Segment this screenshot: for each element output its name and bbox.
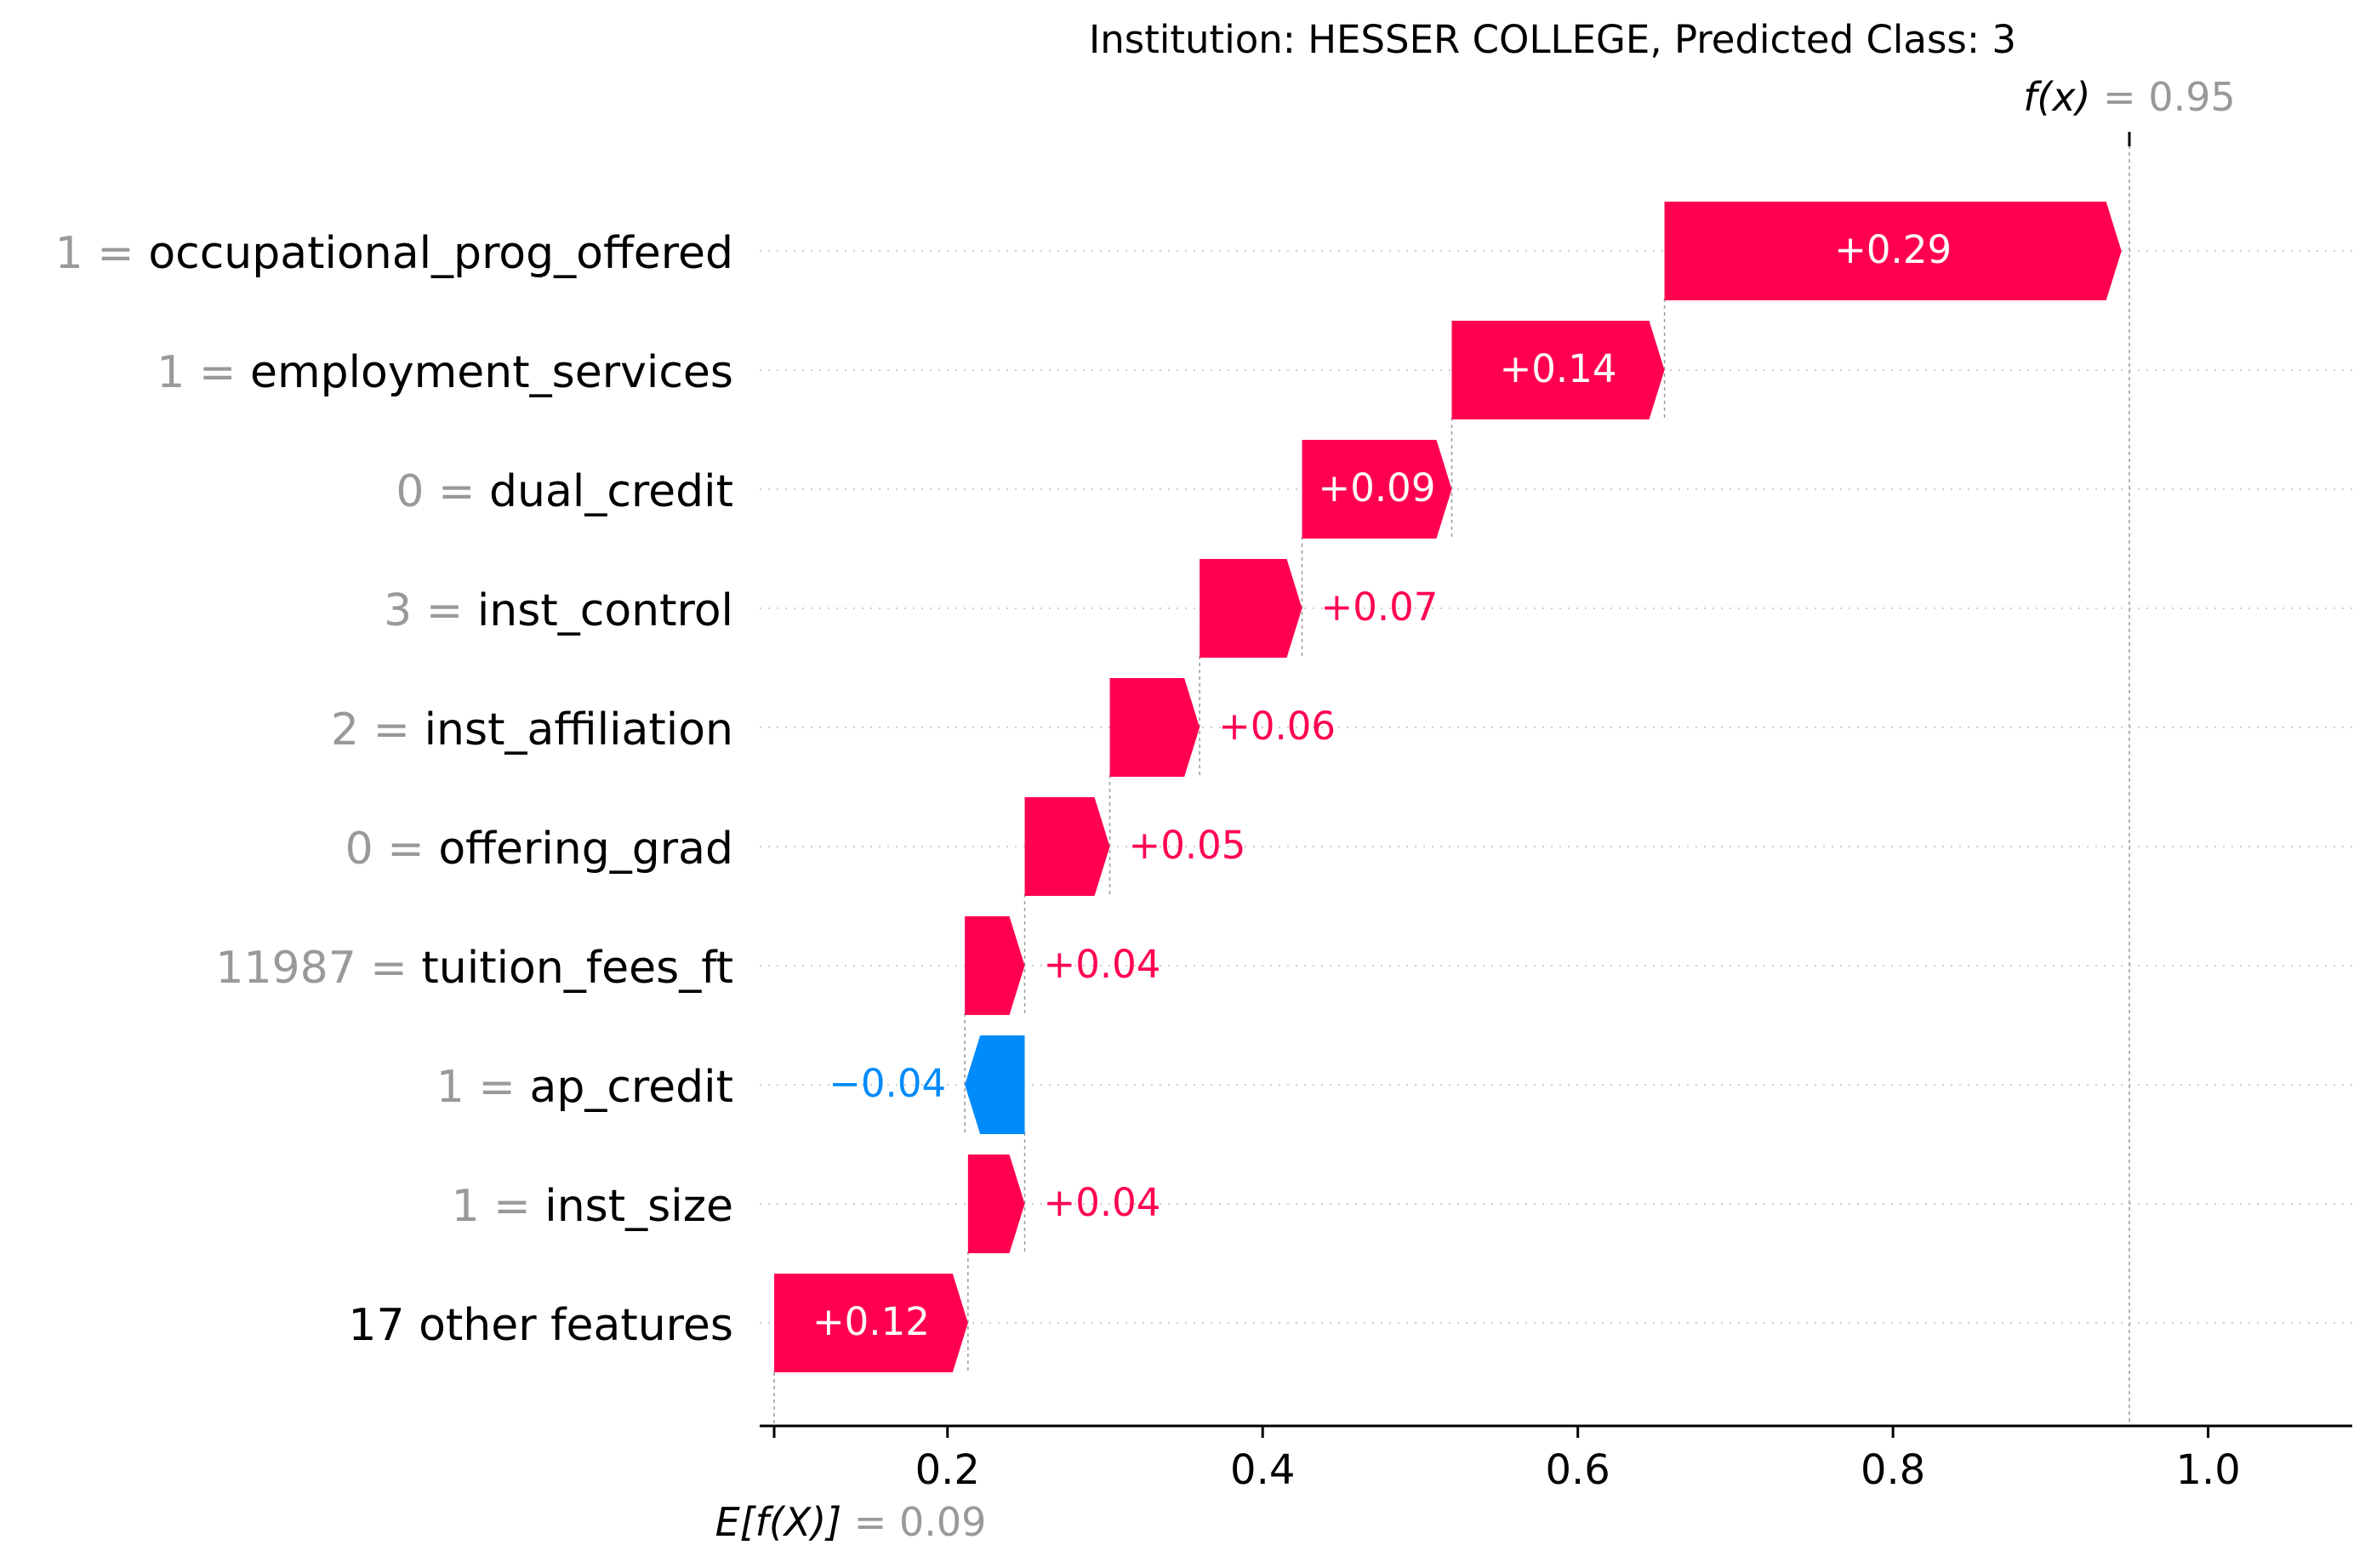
bar-value-label: +0.07 [1321,584,1439,630]
feature-value: 0 = [345,824,439,875]
feature-name: tuition_fees_ft [421,943,733,994]
x-tick-label: 0.4 [1230,1446,1295,1494]
bar-inst_size [967,1155,1025,1253]
x-tick-label: 0.8 [1861,1446,1925,1494]
connector-layer [773,132,2130,1426]
feature-value: 1 = [436,1062,530,1113]
chart-title: Institution: HESSER COLLEGE, Predicted C… [1089,17,2016,62]
feature-name: dual_credit [489,466,733,517]
feature-name: inst_affiliation [425,704,733,755]
bar-value-label: +0.12 [812,1299,930,1344]
bar-value-label: +0.14 [1500,346,1617,391]
x-tick-label: 0.2 [915,1446,980,1494]
feature-value: 1 = [452,1181,545,1232]
feature-label: 0 = offering_grad [345,824,733,875]
base-value-annotation: E[f(X)] = 0.09 [715,1499,987,1545]
bar-ap_credit [965,1035,1025,1134]
feature-name: occupational_prog_offered [148,228,733,279]
output-label: f(x) [2023,74,2103,120]
feature-label: 3 = inst_control [384,585,733,636]
base-value: = 0.09 [854,1499,987,1545]
output-value: = 0.95 [2103,74,2236,120]
feature-value: 3 = [384,585,477,636]
bar-dual_credit [1302,440,1452,539]
bar-employment_services [1451,321,1665,419]
feature-value: 1 = [157,347,250,398]
annotation-layer: f(x) = 0.95 E[f(X)] = 0.09 [715,74,2236,1545]
bar-value-label: +0.09 [1319,465,1436,510]
base-label: E[f(X)] [715,1499,854,1545]
feature-name: inst_control [477,585,733,636]
feature-label: 11987 = tuition_fees_ft [215,943,733,994]
feature-name: employment_services [250,347,733,398]
label-layer: +0.29 1 = occupational_prog_offered +0.14 1… [55,227,1952,1351]
feature-name: 17 other features [348,1300,733,1351]
bar-value-label: +0.06 [1218,704,1336,749]
x-axis: 0.2 0.4 0.6 0.8 1.0 [760,1424,2352,1494]
bar-value-label: +0.29 [1834,227,1952,272]
bar-value-label: −0.04 [829,1061,946,1106]
bar-inst_control [1200,559,1302,658]
feature-label: 1 = inst_size [452,1181,733,1232]
x-tick-label: 1.0 [2175,1446,2240,1494]
feature-label: 1 = ap_credit [436,1062,733,1113]
x-tick-label: 0.6 [1546,1446,1610,1494]
bar-offering_grad [1024,797,1110,896]
feature-label: 1 = occupational_prog_offered [55,228,733,279]
bar-value-label: +0.05 [1129,823,1246,868]
bar-value-label: +0.04 [1044,1180,1161,1225]
feature-value: 1 = [55,228,149,279]
bar-layer [774,202,2122,1372]
bar-occupational_prog_offered [1664,202,2122,300]
feature-name: ap_credit [529,1062,733,1113]
feature-name: offering_grad [438,824,733,875]
feature-label: 2 = inst_affiliation [331,704,733,755]
feature-value: 0 = [396,466,489,517]
feature-label: 1 = employment_services [157,347,733,398]
output-value-annotation: f(x) = 0.95 [2023,74,2236,120]
feature-name: inst_size [544,1181,733,1232]
bar-17-other-features [774,1274,968,1372]
bar-inst_affiliation [1109,678,1200,777]
feature-value: 2 = [331,704,425,755]
bar-tuition_fees_ft [965,916,1025,1015]
bar-value-label: +0.04 [1044,942,1161,987]
feature-label: 0 = dual_credit [396,466,733,517]
feature-label: 17 other features [348,1300,733,1351]
feature-value: 11987 = [215,943,421,994]
